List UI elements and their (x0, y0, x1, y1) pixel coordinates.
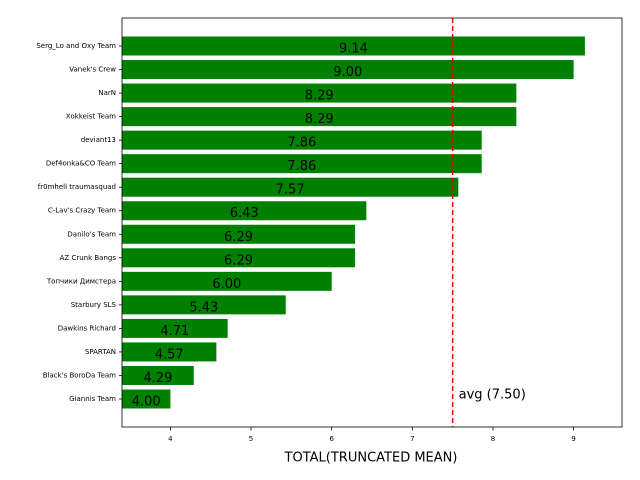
value-label: 9.14 (339, 42, 368, 57)
y-tick-label: Топчики Димстера (46, 277, 116, 285)
value-label: 7.86 (287, 159, 316, 174)
bar (122, 107, 517, 127)
bar (122, 177, 459, 197)
reference-label: avg (7.50) (459, 388, 526, 403)
bar (122, 201, 367, 221)
bar (122, 365, 194, 385)
bar (122, 224, 356, 244)
x-tick-label: 9 (571, 435, 575, 443)
value-label: 7.57 (276, 183, 305, 198)
bar (122, 248, 356, 268)
x-tick-label: 5 (249, 435, 253, 443)
value-label: 8.29 (305, 112, 334, 127)
value-label: 9.00 (333, 65, 362, 80)
x-tick-label: 7 (410, 435, 414, 443)
y-tick-label: deviant13 (81, 136, 116, 144)
value-label: 4.00 (132, 395, 161, 410)
y-tick-label: Serg_Lo and Oxy Team (36, 42, 116, 50)
y-tick-label: SPARTAN (85, 348, 116, 356)
value-label: 6.29 (224, 230, 253, 245)
y-tick-label: Giannis Team (69, 395, 116, 403)
x-axis-label: TOTAL(TRUNCATED MEAN) (284, 451, 458, 466)
value-label: 8.29 (305, 89, 334, 104)
y-tick-label: fr0mhell traumasquad (38, 183, 116, 191)
value-label: 6.29 (224, 253, 253, 268)
y-tick-label: NarN (98, 89, 116, 97)
value-label: 4.57 (155, 347, 184, 362)
bar (122, 318, 228, 338)
bar (122, 342, 217, 362)
y-tick-label: AZ Crunk Bangs (60, 254, 117, 262)
value-label: 5.43 (189, 300, 218, 315)
y-tick-label: Black's BoroDa Team (43, 371, 116, 379)
value-label: 7.86 (287, 136, 316, 151)
bar (122, 295, 286, 315)
bar (122, 83, 517, 103)
y-tick-label: Xokkeist Team (66, 113, 116, 121)
plot-frame (121, 17, 623, 428)
x-tick-label: 8 (491, 435, 495, 443)
y-tick-label: Danilo's Team (67, 230, 116, 238)
bar (122, 130, 482, 150)
y-tick-label: Def4onka&CO Team (46, 160, 116, 168)
x-tick-label: 6 (329, 435, 334, 443)
value-label: 6.43 (230, 206, 259, 221)
bar (122, 60, 574, 80)
value-label: 4.71 (160, 324, 189, 339)
bar (122, 271, 332, 291)
bar (122, 389, 171, 409)
x-tick-label: 4 (168, 435, 173, 443)
value-label: 6.00 (212, 277, 241, 292)
value-label: 4.29 (143, 371, 172, 386)
y-tick-label: Dawkins Richard (58, 324, 116, 332)
y-tick-label: C-Lav's Crazy Team (48, 207, 116, 215)
bar (122, 36, 585, 56)
y-tick-label: Starbury SLS (71, 301, 117, 309)
y-tick-label: Vanek's Crew (69, 66, 116, 74)
bar (122, 154, 482, 174)
